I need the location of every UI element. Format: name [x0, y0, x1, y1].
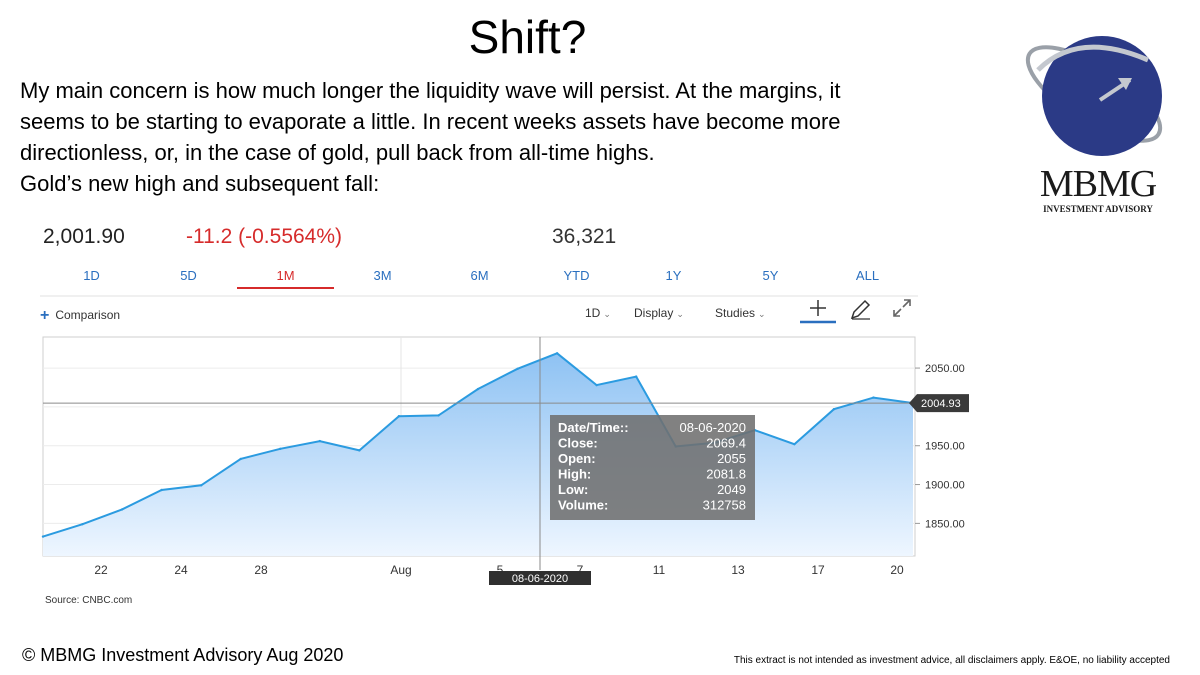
crosshair-date-box: [489, 571, 591, 585]
x-tick-label: 22: [94, 563, 108, 577]
tab-ytd[interactable]: YTD: [563, 268, 590, 283]
x-tick-label: 13: [731, 563, 745, 577]
chevron-down-icon: ⌄: [676, 309, 684, 319]
data-point: [476, 387, 480, 391]
tab-all[interactable]: ALL: [855, 268, 880, 283]
crosshair-icon[interactable]: [798, 298, 838, 326]
display-label: Display: [634, 306, 674, 320]
globe-icon: [1025, 36, 1163, 156]
intro-line: My main concern is how much longer the l…: [20, 78, 841, 103]
pencil-icon[interactable]: [848, 298, 872, 322]
source-note: Source: CNBC.com: [45, 595, 133, 606]
data-point: [397, 415, 401, 418]
tab-3m[interactable]: 3M: [373, 268, 392, 283]
quote-price: 2,001.90: [43, 225, 125, 248]
data-point: [279, 447, 282, 451]
quote-change: -11.2 (-0.5564%): [186, 225, 343, 248]
copyright-note: © MBMG Investment Advisory Aug 2020: [22, 645, 344, 665]
tab-6m[interactable]: 6M: [470, 268, 489, 283]
mbmg-logo: MBMG INVESTMENT ADVISORY: [1018, 30, 1178, 220]
y-tick-label: 1950.00: [925, 441, 965, 453]
intro-text: My main concern is how much longer the l…: [20, 75, 1000, 199]
intro-line: seems to be starting to evaporate a litt…: [20, 109, 841, 134]
tooltip-value: 2081.8: [706, 467, 746, 482]
crosshair-date-label: 08-06-2020: [512, 573, 568, 585]
x-tick-label: 5: [497, 563, 504, 577]
tooltip-value: 08-06-2020: [680, 420, 747, 435]
data-point: [516, 367, 519, 371]
tab-1y[interactable]: 1Y: [665, 268, 682, 283]
slide-title: Shift?: [468, 11, 587, 63]
expand-icon[interactable]: [890, 296, 914, 320]
interval-label: 1D: [585, 306, 601, 320]
tooltip-label: Date/Time::: [558, 420, 629, 435]
y-tick-label: 1900.00: [925, 480, 965, 492]
intro-line: directionless, or, in the case of gold, …: [20, 140, 655, 165]
display-dropdown[interactable]: Display ⌄: [634, 306, 684, 320]
chevron-down-icon: ⌄: [758, 309, 766, 319]
x-tick-label: 11: [653, 563, 666, 577]
x-tick-label: 20: [890, 563, 904, 577]
data-point: [555, 352, 559, 355]
studies-label: Studies: [715, 306, 756, 320]
tooltip-label: Low:: [558, 482, 588, 497]
data-point: [872, 396, 875, 399]
data-point: [318, 439, 322, 443]
last-price-badge: [909, 394, 969, 413]
interval-dropdown[interactable]: 1D ⌄: [585, 306, 611, 320]
tooltip-label: High:: [558, 467, 591, 482]
data-point: [81, 522, 84, 526]
tooltip-box: [550, 415, 755, 520]
last-price-label: 2004.93: [921, 398, 961, 410]
x-tick-label: Aug: [390, 563, 411, 577]
comparison-button[interactable]: + Comparison: [40, 306, 120, 324]
data-point: [41, 535, 45, 538]
y-tick-label: 2050.00: [925, 363, 965, 375]
data-point: [120, 508, 124, 511]
tab-5d[interactable]: 5D: [180, 268, 197, 283]
data-point: [634, 375, 638, 378]
tooltip-label: Close:: [558, 436, 598, 451]
tooltip-label: Open:: [558, 451, 596, 466]
disclaimer-note: This extract is not intended as investme…: [733, 655, 1170, 666]
tab-1m[interactable]: 1M: [237, 265, 334, 289]
quote-volume: 36,321: [552, 225, 617, 248]
data-point: [160, 488, 163, 492]
logo-wordmark: MBMG: [1039, 163, 1157, 205]
tooltip-label: Volume:: [558, 498, 608, 513]
data-point: [832, 408, 836, 411]
x-tick-label: 24: [174, 563, 188, 577]
range-tabs: 1D 5D 1M 3M 6M YTD 1Y 5Y ALL: [43, 265, 915, 289]
plus-icon: +: [40, 307, 50, 324]
x-tick-label: 28: [254, 563, 268, 577]
tooltip-value: 2049: [717, 482, 746, 497]
studies-dropdown[interactable]: Studies ⌄: [715, 306, 766, 320]
data-point: [793, 442, 796, 446]
chevron-down-icon: ⌄: [603, 309, 611, 319]
intro-line: Gold’s new high and subsequent fall:: [20, 171, 380, 196]
tooltip-value: 2055: [717, 451, 746, 466]
y-tick-label: 1850.00: [925, 518, 965, 530]
logo-subtitle: INVESTMENT ADVISORY: [1043, 204, 1153, 214]
data-point: [199, 484, 203, 487]
chart-toolbar: + Comparison 1D ⌄ Display ⌄ Studies ⌄: [40, 299, 920, 326]
tooltip-value: 312758: [703, 498, 746, 513]
comparison-label: Comparison: [55, 308, 121, 322]
data-point: [595, 383, 598, 387]
tab-5y[interactable]: 5Y: [762, 268, 779, 283]
data-point: [437, 414, 440, 417]
tooltip-value: 2069.4: [706, 436, 746, 451]
x-tick-label: 7: [577, 563, 584, 577]
x-tick-label: 17: [811, 563, 825, 577]
data-point: [358, 449, 361, 452]
data-point: [239, 457, 242, 461]
tab-1d[interactable]: 1D: [83, 268, 100, 283]
